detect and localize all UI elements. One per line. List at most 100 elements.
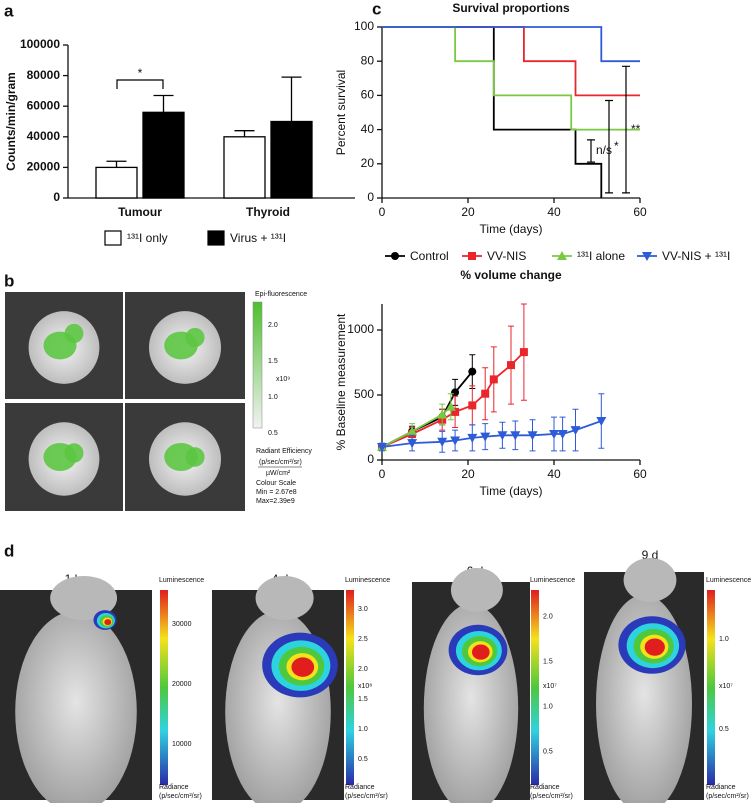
y-tick-label: 0 (367, 452, 374, 466)
y-tick-label: 40 (361, 122, 375, 136)
annotation-bracket (605, 99, 613, 194)
scale-tick-label: 1.0 (268, 394, 278, 401)
marker (437, 409, 448, 419)
series-line (382, 26, 640, 131)
scale-tick-label: 2.5 (358, 636, 368, 643)
marker (557, 430, 568, 439)
y-tick-label: 20000 (27, 160, 61, 174)
y-tick-label: 100 (354, 19, 374, 33)
marker (450, 436, 461, 446)
series-line (382, 26, 603, 198)
radiance: Radiance (159, 784, 189, 791)
x-tick-label: Tumour (118, 205, 162, 219)
y-axis-label: Percent survival (334, 70, 348, 155)
scale-tick-label: 0.5 (543, 748, 553, 755)
legend-label: Virus + ¹³¹I (230, 231, 286, 245)
x-tick-label: 60 (633, 205, 647, 219)
scale-multiplier: x10⁷ (543, 683, 557, 690)
marker (391, 252, 399, 260)
significance-bracket (116, 79, 164, 89)
scale-multiplier: x10⁷ (719, 683, 733, 690)
unit-denominator: µW/cm² (266, 470, 291, 477)
radiance-unit: (p/sec/cm²/sr) (706, 793, 749, 800)
marker (570, 426, 581, 436)
panel-label: d (4, 541, 14, 560)
scale-tick-label: 20000 (172, 681, 192, 688)
scale-title: Epi-fluorescence (255, 291, 307, 298)
scale-title: Luminescence (706, 577, 751, 584)
marker (437, 437, 448, 447)
scale-tick-label: 30000 (172, 621, 192, 628)
y-tick-label: 20 (361, 156, 375, 170)
annotation-bracket (587, 139, 595, 163)
y-tick-label: 500 (354, 387, 374, 401)
color-bar (531, 590, 539, 785)
annotation-label: ** (631, 122, 641, 136)
mouse-head (450, 568, 503, 612)
scale-tick-label: 3.0 (358, 606, 368, 613)
legend-label: ¹³¹I only (127, 231, 168, 245)
color-bar (160, 590, 168, 785)
luminescence (471, 644, 490, 660)
marker (489, 375, 498, 384)
marker (481, 389, 490, 398)
y-tick-label: 1000 (347, 322, 374, 336)
marker (507, 361, 515, 370)
legend-swatch (207, 230, 225, 246)
scale-tick-label: 1.5 (358, 696, 368, 703)
y-tick-label: 40000 (27, 129, 61, 143)
marker (519, 348, 528, 357)
marker (467, 433, 478, 443)
error-bar (106, 160, 127, 168)
legend-label: VV-NIS + ¹³¹I (662, 249, 730, 263)
max: Max=2.39e9 (256, 498, 295, 505)
color-bar (346, 590, 354, 785)
bar (142, 111, 185, 199)
y-tick-label: 60 (361, 88, 375, 102)
mouse-head (50, 576, 118, 620)
legend-swatch (104, 230, 122, 246)
bar (95, 166, 138, 199)
scale-tick-label: 1.5 (543, 658, 553, 665)
marker (377, 443, 387, 452)
legend-label: ¹³¹I alone (577, 249, 625, 263)
radiance-unit: (p/sec/cm²/sr) (159, 793, 202, 800)
scale-tick-label: 2.0 (543, 613, 553, 620)
radiance-unit: (p/sec/cm²/sr) (530, 793, 573, 800)
marker (480, 432, 491, 442)
panel-label: b (4, 271, 14, 290)
min: Min = 2.67e8 (256, 489, 297, 496)
unit: (p/sec/cm²/sr) (259, 459, 302, 466)
marker (451, 407, 460, 416)
significance-label: * (138, 66, 143, 80)
marker (468, 401, 477, 410)
scale-multiplier: x10⁸ (358, 683, 372, 690)
scale-tick-label: 0.5 (268, 430, 278, 437)
marker (596, 417, 607, 426)
scale-tick-label: 1.0 (543, 703, 553, 710)
series-line (382, 26, 640, 63)
annotation-label: n/s (596, 143, 612, 157)
error-bar (281, 76, 302, 122)
radiance: Radiance (706, 784, 736, 791)
error-bar (153, 94, 174, 113)
scale-tick-label: 2.0 (358, 666, 368, 673)
mouse-head (255, 576, 314, 620)
scale-tick-label: 1.0 (358, 726, 368, 733)
marker (557, 251, 567, 260)
marker (497, 431, 508, 441)
y-axis-label: % Baseline measurement (334, 313, 348, 450)
caption: Colour Scale (256, 480, 296, 487)
unit-title: Radiant Efficiency (256, 448, 312, 455)
marker (468, 367, 477, 376)
x-tick-label: 20 (461, 467, 475, 481)
marker (407, 439, 418, 449)
marker (407, 426, 418, 436)
scale-tick-label: 1.0 (719, 636, 729, 643)
y-tick-label: 100000 (20, 37, 60, 51)
error-bar (234, 130, 255, 137)
fluorescence (185, 447, 205, 467)
scale-title: Luminescence (345, 577, 390, 584)
bar (223, 136, 266, 199)
